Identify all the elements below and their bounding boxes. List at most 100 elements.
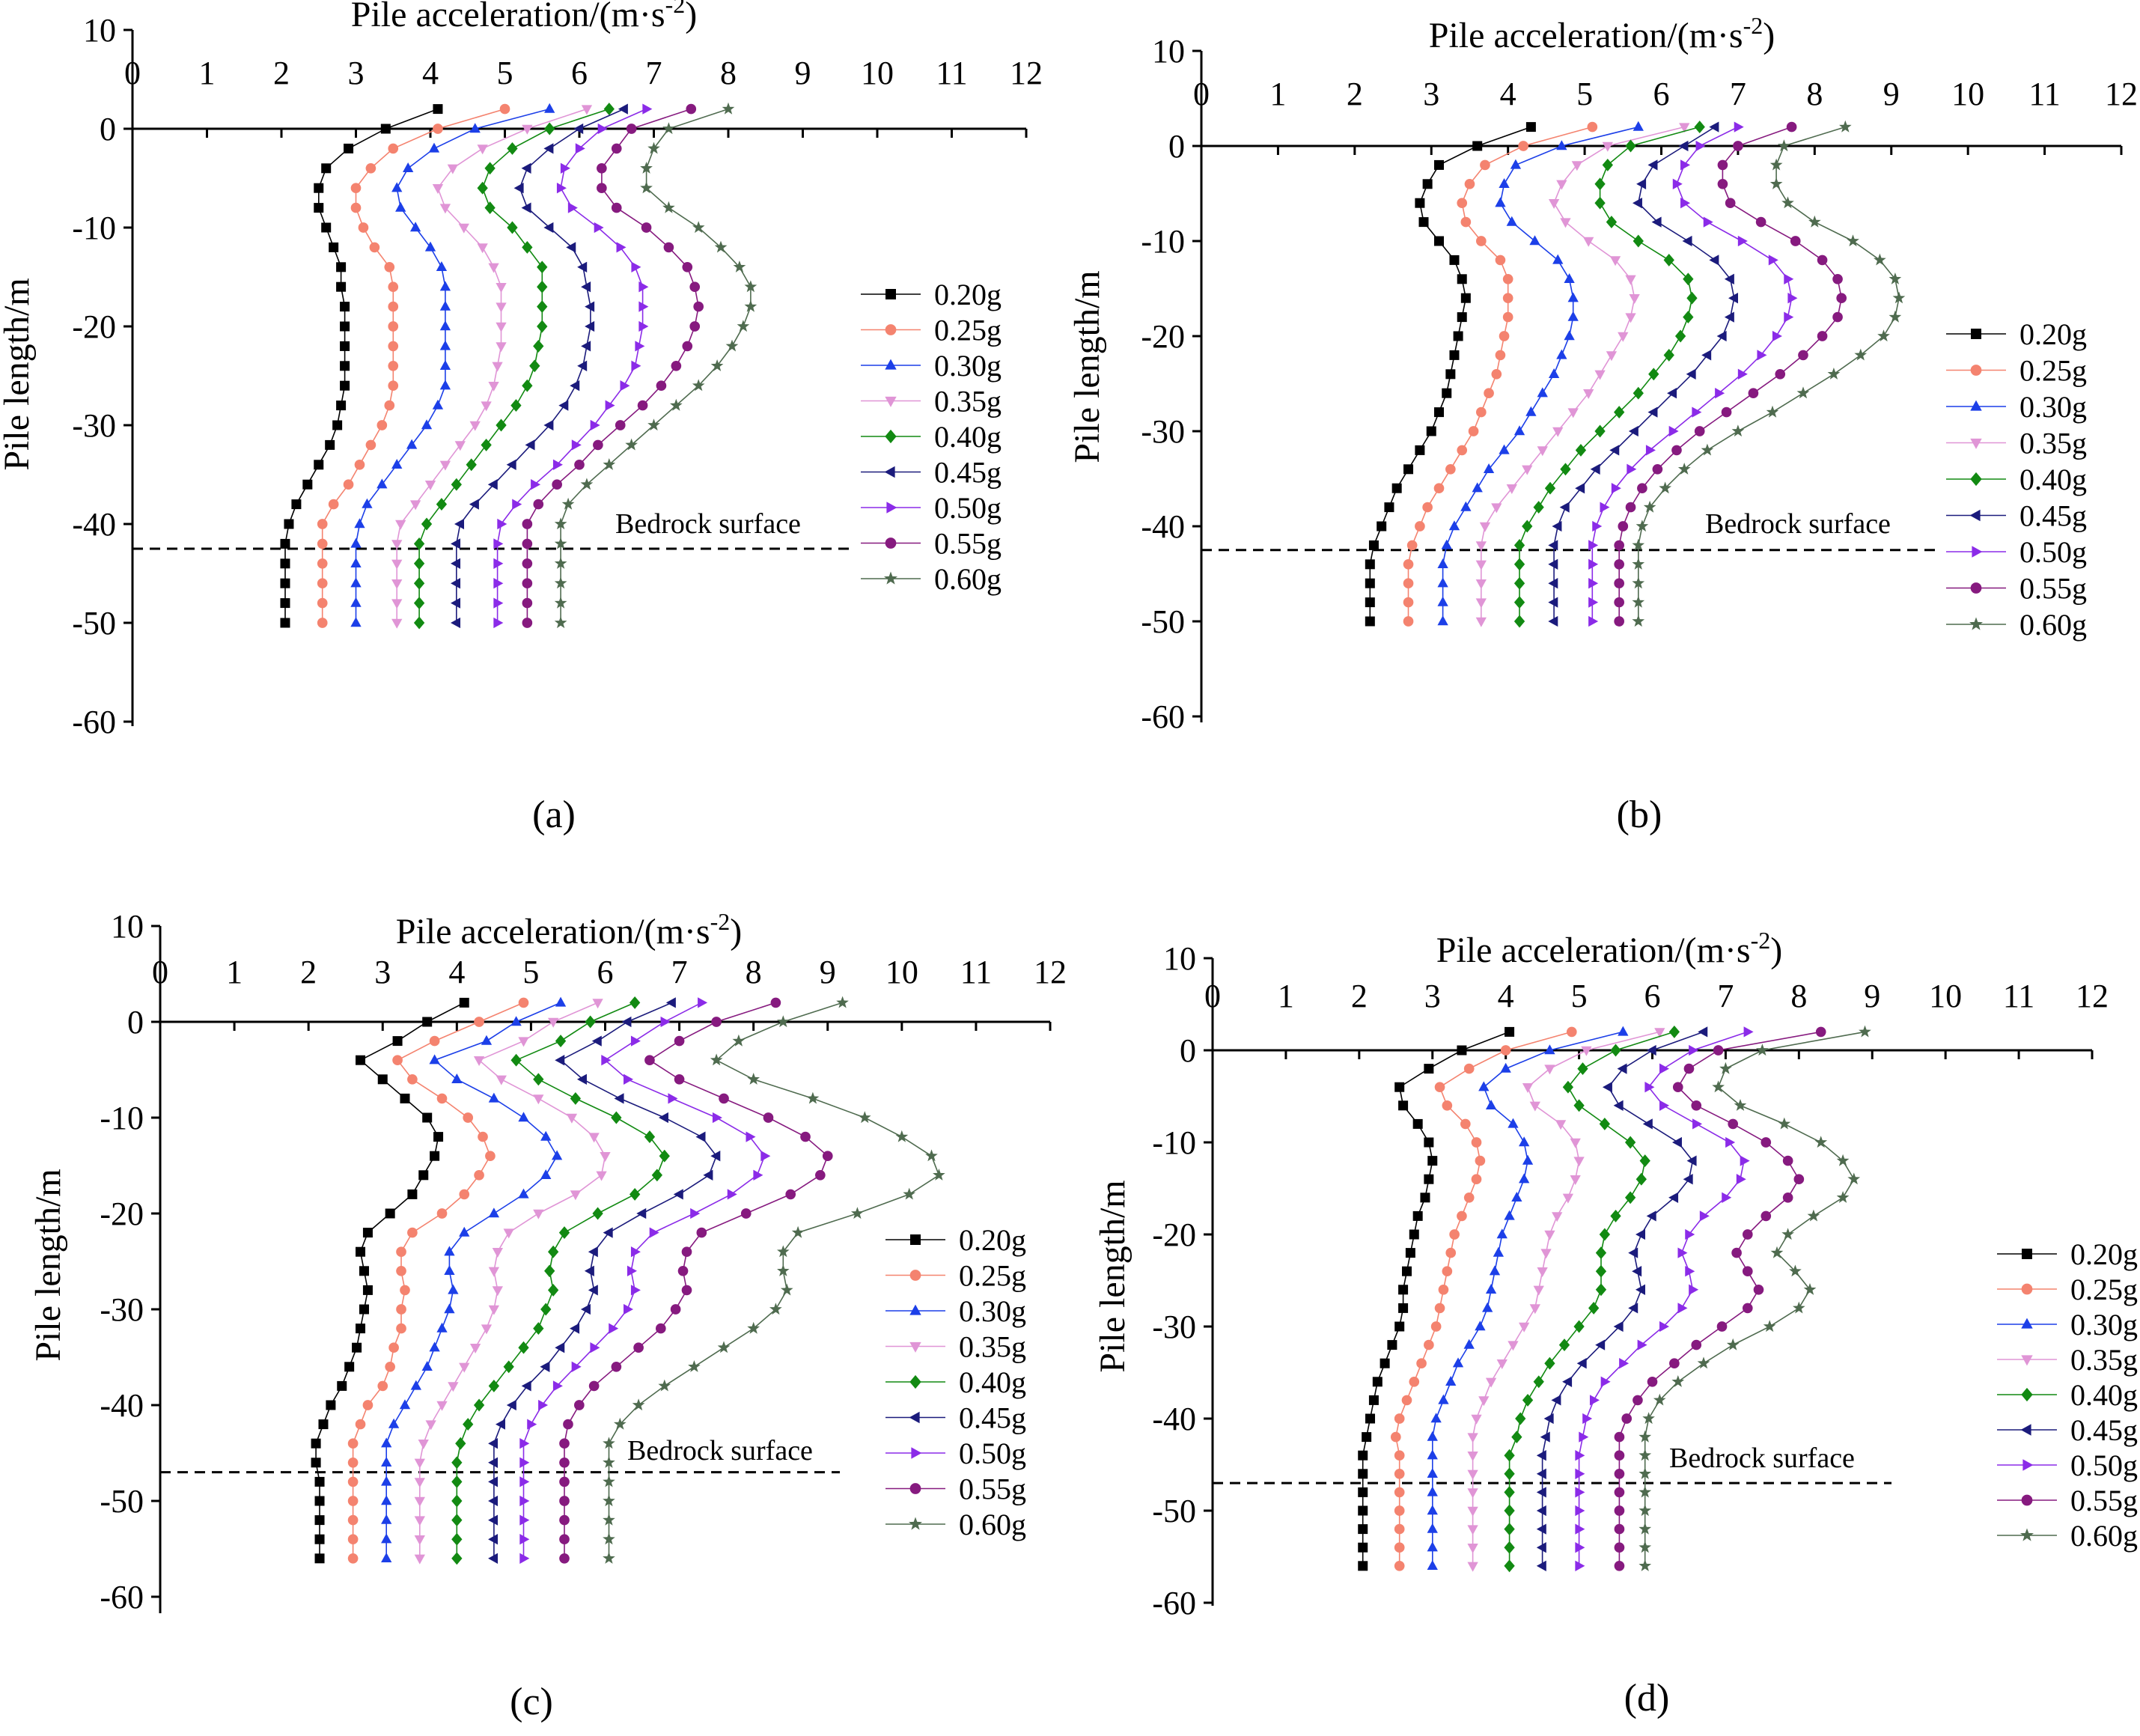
data-point xyxy=(1817,255,1828,266)
data-point xyxy=(1504,1449,1515,1462)
data-point xyxy=(633,1342,644,1353)
data-point xyxy=(422,1017,433,1027)
data-point xyxy=(640,162,653,174)
data-point xyxy=(521,202,531,213)
data-point xyxy=(336,281,347,292)
data-point xyxy=(537,300,548,314)
data-point xyxy=(1567,311,1579,321)
data-point xyxy=(560,162,570,174)
data-point xyxy=(1537,1267,1548,1277)
data-point xyxy=(770,997,781,1008)
data-point xyxy=(1424,1137,1434,1148)
data-point xyxy=(1358,1469,1368,1479)
data-point xyxy=(1638,1485,1652,1498)
data-point xyxy=(588,1246,598,1258)
data-point xyxy=(1671,1136,1682,1148)
data-point xyxy=(609,1323,619,1334)
data-point xyxy=(497,518,507,530)
data-point xyxy=(369,242,380,253)
data-point xyxy=(388,321,399,332)
data-point xyxy=(559,1534,570,1545)
data-point xyxy=(597,162,607,174)
data-point xyxy=(1793,1301,1805,1314)
data-point xyxy=(585,301,595,312)
data-point xyxy=(1491,503,1502,514)
data-point xyxy=(614,1093,624,1104)
data-point xyxy=(448,1382,459,1392)
data-point xyxy=(554,517,567,530)
y-tick-label: -60 xyxy=(1152,1585,1196,1621)
data-point xyxy=(1406,540,1418,551)
data-point xyxy=(740,1208,752,1219)
data-point xyxy=(571,1361,582,1372)
data-point xyxy=(603,1475,615,1487)
data-point xyxy=(1513,596,1525,609)
data-point xyxy=(1628,425,1638,437)
data-point xyxy=(463,1112,474,1123)
data-point xyxy=(559,1496,570,1506)
data-point xyxy=(1467,1525,1478,1535)
data-point xyxy=(280,578,290,588)
data-point xyxy=(1619,1358,1630,1369)
data-point xyxy=(1637,1339,1647,1350)
legend-label: 0.20g xyxy=(2070,1237,2138,1271)
chart-panel-4: 0 1 2 3 4 5 6 7 8 9 10 11 12100-10-20-30-40-50-60Pil… xyxy=(1093,927,2138,1720)
data-point xyxy=(1659,1321,1669,1333)
data-point xyxy=(630,1246,641,1258)
data-point xyxy=(391,579,403,589)
data-point xyxy=(566,242,576,253)
data-point xyxy=(392,1036,403,1047)
data-point xyxy=(391,182,403,192)
x-tick-label: 4 xyxy=(1498,978,1514,1014)
data-point xyxy=(625,438,638,451)
data-point xyxy=(1624,1136,1636,1149)
legend-label: 0.45g xyxy=(2019,499,2087,533)
series-line xyxy=(522,1002,766,1559)
data-point xyxy=(1709,121,1719,133)
data-point xyxy=(686,103,697,115)
data-point xyxy=(603,1227,613,1238)
series-line xyxy=(284,108,439,623)
legend-label: 0.50g xyxy=(2019,535,2087,569)
data-point xyxy=(559,1476,570,1487)
data-point xyxy=(1471,1174,1482,1185)
data-point xyxy=(559,1553,570,1564)
data-point xyxy=(727,1189,737,1200)
data-point xyxy=(1599,1228,1611,1241)
data-point xyxy=(1694,426,1705,436)
data-point xyxy=(433,104,443,115)
x-tick-label: 8 xyxy=(746,954,762,990)
data-point xyxy=(1522,1393,1534,1407)
data-point xyxy=(620,380,630,392)
data-point xyxy=(710,1151,721,1162)
data-point xyxy=(642,103,653,115)
data-point xyxy=(1478,1396,1490,1407)
data-point xyxy=(1540,1249,1552,1259)
y-axis-title: Pile length/m xyxy=(1093,1180,1133,1372)
data-point xyxy=(1533,501,1544,514)
data-point xyxy=(1518,1136,1530,1147)
data-point xyxy=(488,263,499,273)
series-line xyxy=(1394,1031,1573,1566)
data-point xyxy=(558,1226,570,1240)
data-point xyxy=(1412,1118,1423,1129)
data-point xyxy=(1663,253,1674,267)
panel-caption: (b) xyxy=(1617,794,1662,836)
data-point xyxy=(547,1245,559,1258)
data-point xyxy=(493,597,504,609)
data-point xyxy=(444,1246,455,1256)
data-point xyxy=(603,1552,615,1564)
data-point xyxy=(1422,502,1433,513)
data-point xyxy=(424,481,436,490)
data-point xyxy=(600,1152,611,1162)
data-point xyxy=(567,202,578,213)
data-point xyxy=(321,163,332,174)
data-point xyxy=(1731,424,1745,437)
data-point xyxy=(1491,368,1502,380)
data-point xyxy=(439,204,451,214)
series-line xyxy=(1618,1031,1821,1566)
data-point xyxy=(1502,293,1513,304)
data-point xyxy=(1482,1302,1493,1312)
data-point xyxy=(1502,311,1513,323)
data-point xyxy=(1709,255,1719,266)
